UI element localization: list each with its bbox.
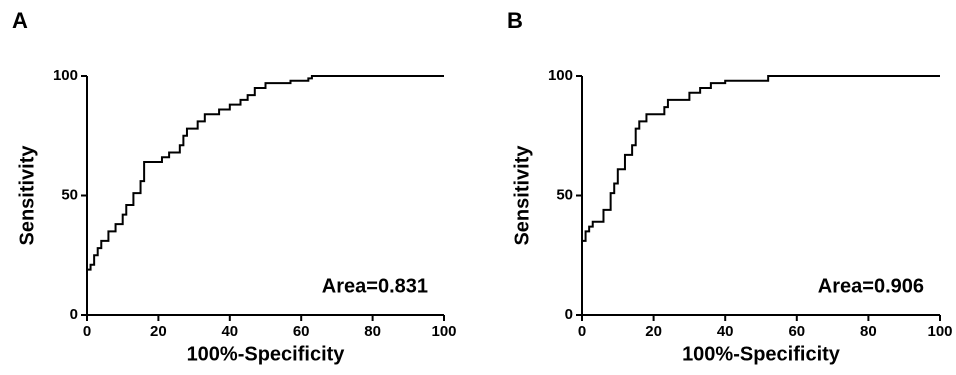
x-tick-label: 60 bbox=[788, 323, 805, 340]
roc-curve bbox=[581, 75, 940, 315]
y-axis-title: Sensitivity bbox=[16, 145, 38, 246]
x-tick-label: 80 bbox=[364, 323, 381, 340]
y-tick-label: 50 bbox=[556, 186, 573, 203]
x-tick-label: 20 bbox=[150, 323, 167, 340]
y-tick-label: 0 bbox=[565, 306, 573, 323]
y-tick-label: 50 bbox=[61, 186, 78, 203]
annotation: Area=0.831 bbox=[322, 275, 428, 297]
x-tick-label: 80 bbox=[860, 323, 877, 340]
y-tick-label: 0 bbox=[70, 306, 78, 323]
x-tick-label: 40 bbox=[221, 323, 238, 340]
x-tick-label: 20 bbox=[645, 323, 662, 340]
y-axis-title: Sensitivity bbox=[511, 145, 533, 246]
x-tick-label: 60 bbox=[293, 323, 310, 340]
x-axis-title: 100%-Specificity bbox=[187, 343, 346, 365]
x-tick-label: 100 bbox=[927, 323, 952, 340]
y-tick-label: 100 bbox=[53, 67, 78, 84]
y-tick-label: 100 bbox=[548, 67, 573, 84]
panel-label: A bbox=[12, 8, 28, 33]
x-tick-label: 40 bbox=[717, 323, 734, 340]
x-tick-label: 0 bbox=[83, 323, 91, 340]
x-tick-label: 0 bbox=[578, 323, 586, 340]
x-tick-label: 100 bbox=[431, 323, 456, 340]
x-axis-title: 100%-Specificity bbox=[682, 343, 841, 365]
annotation: Area=0.906 bbox=[818, 275, 924, 297]
panel-label: B bbox=[507, 8, 523, 33]
roc-curve bbox=[86, 75, 444, 315]
